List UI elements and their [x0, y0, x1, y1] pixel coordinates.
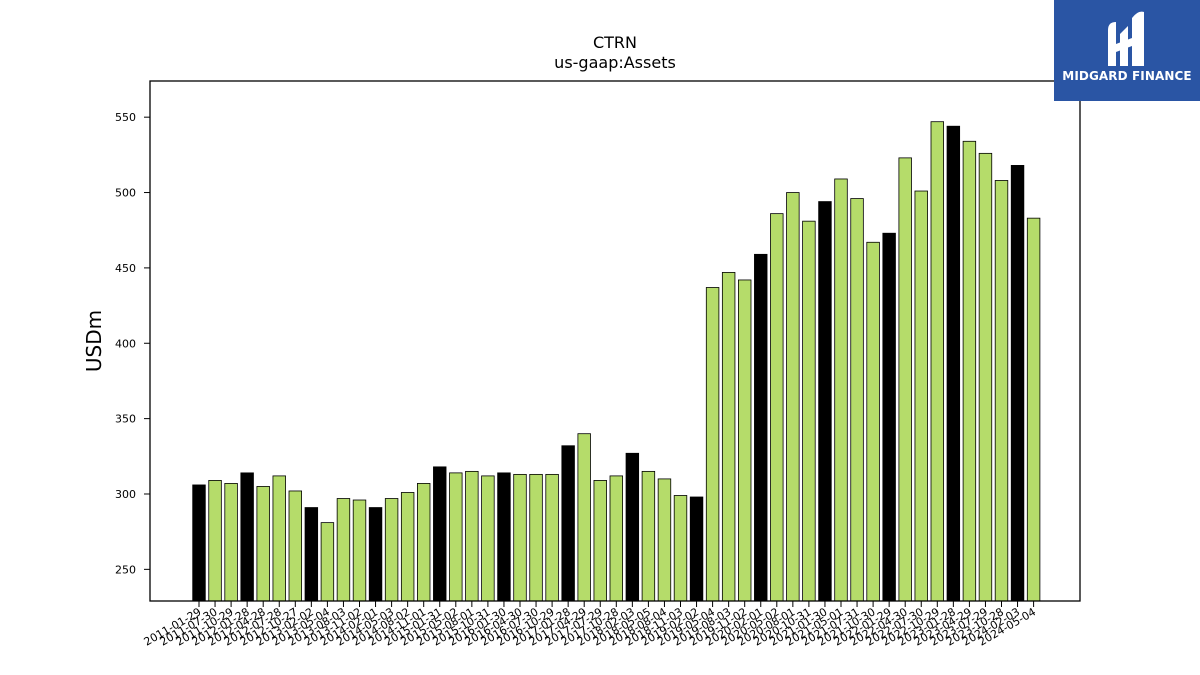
bar [400, 492, 415, 602]
bar [818, 201, 832, 602]
bar [882, 232, 896, 602]
company-logo: MIDGARD FINANCE [1054, 0, 1200, 101]
bar [545, 473, 559, 602]
x-axis-ticks: 2011-01-292011-07-302011-10-292012-01-28… [142, 601, 1038, 649]
chart-subtitle: us-gaap:Assets [554, 53, 676, 72]
bar [930, 121, 945, 602]
y-tick-label: 350 [115, 413, 136, 426]
bar [625, 452, 640, 602]
midgard-logo-icon [1108, 11, 1144, 67]
y-axis-ticks: 250 300 350 400 450 500 550 [115, 111, 150, 576]
bar [256, 486, 270, 602]
bar [754, 253, 768, 602]
bar [288, 490, 303, 602]
bar [497, 472, 511, 602]
bar [994, 180, 1009, 602]
bar [449, 472, 463, 602]
bar [786, 192, 800, 602]
logo-text: MIDGARD FINANCE [1062, 69, 1192, 83]
bar [738, 279, 752, 602]
bar [673, 495, 688, 602]
bar [1010, 165, 1025, 602]
bar [465, 470, 479, 602]
bar [577, 433, 591, 602]
bar [1026, 217, 1041, 602]
bar [192, 484, 206, 602]
chart-title: CTRN [593, 33, 637, 52]
bar [224, 483, 238, 602]
y-axis-label: USDm [82, 310, 106, 372]
bar [866, 241, 880, 602]
bar [593, 480, 607, 602]
bar [240, 472, 254, 602]
bar [272, 475, 286, 602]
bar [850, 198, 864, 602]
bar [513, 473, 527, 602]
bar [320, 522, 335, 602]
bar [609, 475, 624, 602]
y-tick-label: 400 [115, 337, 136, 350]
bar [721, 272, 736, 602]
y-tick-label: 250 [115, 563, 136, 576]
bar [946, 125, 961, 602]
bar [304, 507, 319, 602]
bar [962, 140, 977, 602]
bar [561, 445, 575, 602]
bar [416, 483, 431, 602]
bar [384, 498, 399, 602]
y-tick-label: 450 [115, 262, 136, 275]
bar [898, 157, 912, 602]
bar [689, 496, 704, 602]
bar [481, 475, 495, 602]
bar [914, 190, 928, 602]
bar [529, 473, 543, 602]
bar [368, 507, 383, 602]
bars-group [192, 121, 1041, 602]
bar [208, 480, 222, 602]
bar [705, 287, 720, 602]
bar [802, 220, 816, 602]
bar [834, 178, 848, 602]
bar [352, 499, 367, 602]
bar [336, 498, 351, 602]
bar [770, 213, 784, 602]
bar [641, 470, 656, 602]
bar [657, 478, 672, 602]
y-tick-label: 550 [115, 111, 136, 124]
plot-frame [149, 80, 1081, 602]
y-tick-label: 300 [115, 488, 136, 501]
bar [978, 152, 993, 602]
y-tick-label: 500 [115, 187, 136, 200]
bar [433, 466, 447, 602]
